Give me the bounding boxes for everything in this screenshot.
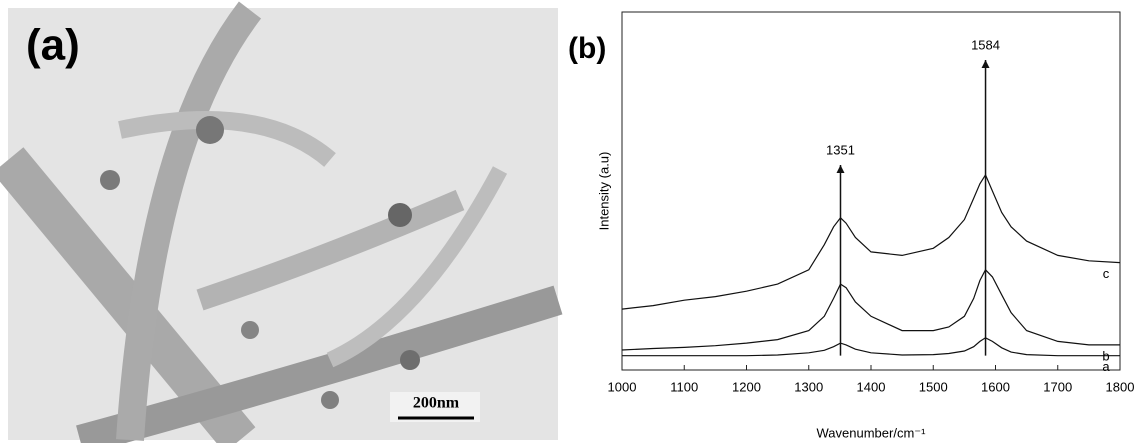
x-tick-label: 1200 bbox=[732, 379, 761, 394]
x-tick-label: 1800 bbox=[1106, 379, 1135, 394]
peak-label: 1584 bbox=[971, 37, 1000, 52]
y-axis-label: Intensity (a.u) bbox=[596, 152, 611, 231]
x-tick-label: 1700 bbox=[1043, 379, 1072, 394]
series-line bbox=[621, 173, 1121, 310]
series-line bbox=[622, 337, 1120, 357]
panel-label: (a) bbox=[26, 21, 80, 70]
series-line bbox=[621, 268, 1120, 351]
series-label: b bbox=[1102, 348, 1109, 363]
series-label: c bbox=[1103, 266, 1110, 281]
x-tick-label: 1300 bbox=[794, 379, 823, 394]
peak-arrow bbox=[981, 60, 990, 68]
peak-label: 1351 bbox=[826, 142, 855, 157]
x-tick-label: 1400 bbox=[857, 379, 886, 394]
x-tick-label: 1000 bbox=[608, 379, 637, 394]
series-label: a bbox=[1102, 359, 1110, 374]
x-axis-label: Wavenumber/cm⁻¹ bbox=[817, 425, 927, 440]
x-tick-label: 1500 bbox=[919, 379, 948, 394]
peak-arrow bbox=[836, 165, 845, 173]
tem-image: 200nm (a) bbox=[0, 1, 563, 448]
scale-bar-label: 200nm bbox=[413, 395, 460, 412]
panel-label: (b) bbox=[568, 32, 606, 65]
x-tick-label: 1100 bbox=[670, 379, 698, 394]
x-tick-label: 1600 bbox=[981, 379, 1010, 394]
